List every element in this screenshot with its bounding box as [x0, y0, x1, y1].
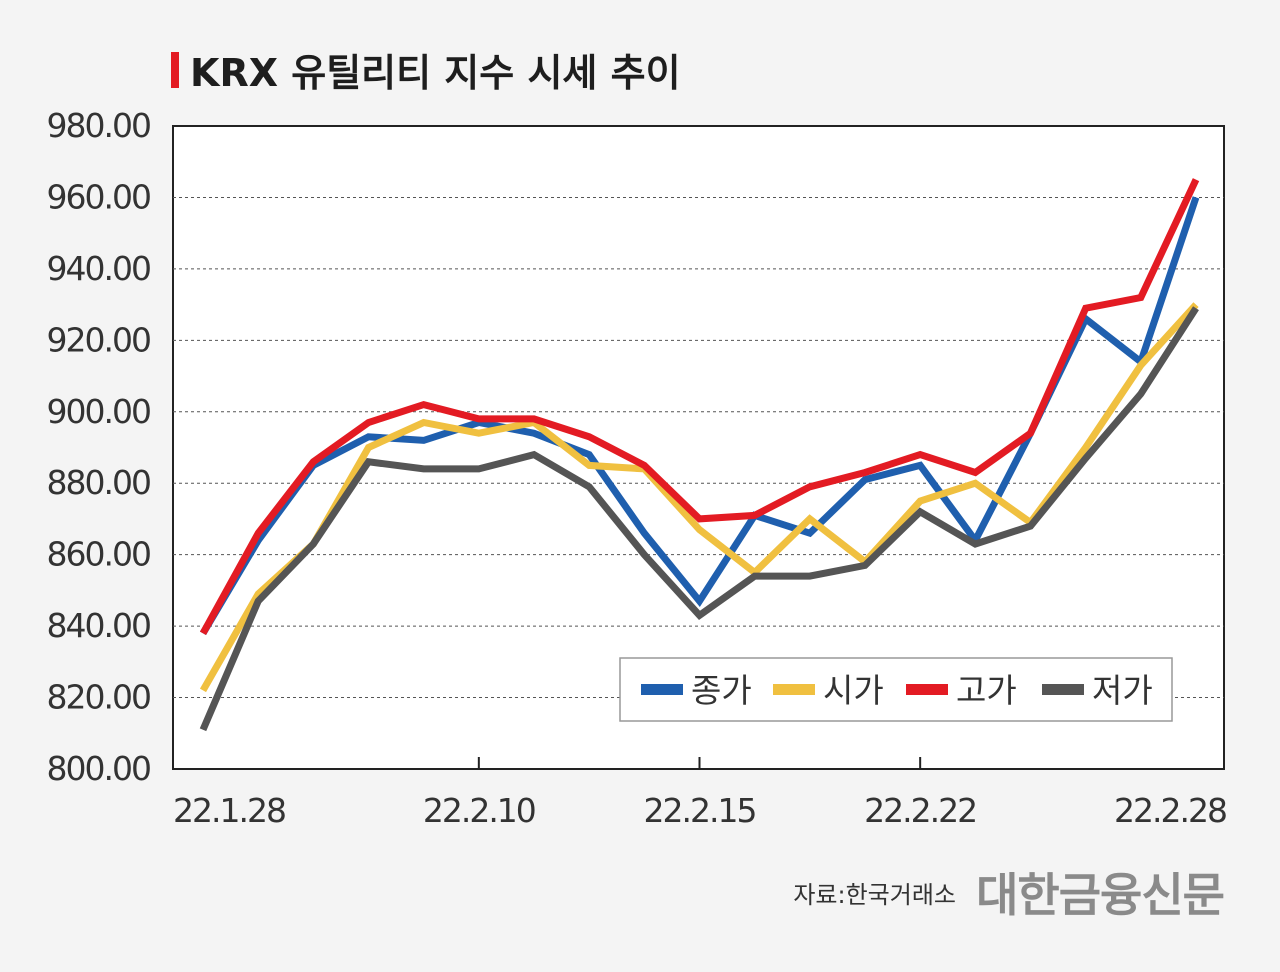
x-tick-label: 22.2.10 [423, 791, 535, 830]
legend: 종가 시가 고가 저가 [619, 657, 1173, 722]
series-lines [199, 178, 1200, 732]
legend-swatch [1042, 684, 1084, 695]
y-tick-label: 840.00 [47, 606, 150, 645]
y-tick-label: 980.00 [47, 106, 150, 145]
chart-title: KRX 유틸리티 지수 시세 추이 [190, 51, 681, 95]
y-tick-label: 800.00 [47, 749, 150, 788]
y-tick-label: 960.00 [47, 177, 150, 216]
series-line-2 [199, 178, 1200, 635]
brand-logo: 대한금융신문 [976, 868, 1224, 922]
x-axis-ticks: 22.1.28 22.2.10 22.2.15 22.2.22 22.2.28 [173, 757, 1228, 830]
x-tick-label: 22.2.22 [864, 791, 976, 830]
legend-label: 시가 [823, 671, 884, 710]
y-tick-label: 900.00 [47, 392, 150, 431]
x-tick-label: 22.2.28 [1114, 791, 1226, 830]
x-tick-label: 22.2.15 [644, 791, 756, 830]
legend-label: 저가 [1092, 671, 1153, 710]
y-tick-label: 820.00 [47, 678, 150, 717]
y-tick-label: 880.00 [47, 463, 150, 502]
y-tick-label: 860.00 [47, 535, 150, 574]
series-line-3 [199, 306, 1199, 732]
y-tick-label: 940.00 [47, 249, 150, 288]
source-note: 자료:한국거래소 [793, 881, 956, 909]
y-tick-label: 920.00 [47, 320, 150, 359]
legend-swatch [906, 684, 948, 695]
legend-swatch [773, 684, 815, 695]
legend-label: 고가 [956, 671, 1017, 710]
x-tick-label: 22.1.28 [173, 791, 285, 830]
legend-label: 종가 [691, 671, 752, 710]
legend-swatch [641, 684, 683, 695]
y-axis-ticks: 800.00 820.00 840.00 860.00 880.00 900.00 920.… [47, 106, 152, 788]
title-accent-bar [171, 52, 179, 88]
